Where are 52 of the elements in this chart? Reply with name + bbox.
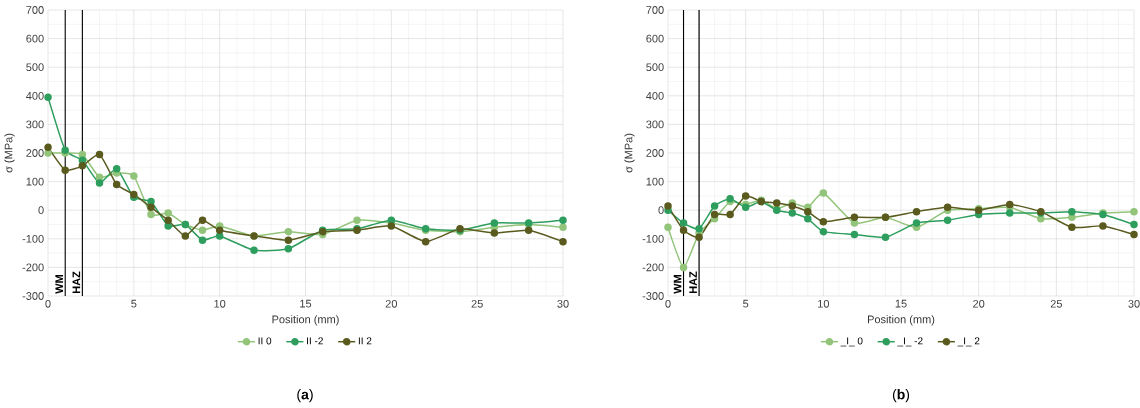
x-tick-label: 25: [1050, 299, 1062, 308]
y-tick-label: -300: [22, 292, 44, 300]
x-tick-label: 15: [300, 299, 312, 308]
legend-label: _I_ 2: [957, 337, 980, 347]
x-tick-label: 20: [973, 299, 985, 308]
y-tick-label: 400: [646, 91, 664, 100]
legend-label: II -2: [307, 337, 323, 345]
y-tick-label: 500: [646, 63, 664, 72]
y-tick-label: 400: [26, 91, 44, 100]
y-tick-label: 100: [26, 177, 44, 186]
x-tick-label: 30: [1128, 299, 1140, 308]
text: (a): [297, 389, 313, 403]
x-tick-label: 15: [895, 299, 907, 308]
legend-label: II 2: [358, 337, 372, 345]
y-tick-label: -100: [22, 234, 44, 243]
y-tick-label: 100: [646, 177, 664, 186]
x-tick-label: 30: [557, 299, 569, 308]
y-tick-label: -300: [642, 292, 664, 300]
y-tick-label: 200: [26, 149, 44, 157]
x-tick-label: 0: [45, 299, 51, 308]
y-tick-label: 600: [646, 34, 664, 43]
x-tick-label: 0: [665, 299, 671, 308]
ref-line-label: HAZ: [72, 271, 81, 294]
y-tick-label: 200: [646, 149, 664, 157]
y-tick-label: -200: [642, 263, 664, 272]
legend-label: _I_ 0: [840, 337, 863, 347]
x-tick-label: 5: [131, 299, 137, 308]
legend-label: _I_ -2: [897, 337, 923, 347]
legend-label: II 0: [258, 337, 272, 345]
text: (b): [892, 389, 910, 403]
x-axis-title: Position (mm): [868, 315, 935, 326]
y-tick-label: 600: [26, 34, 44, 43]
x-axis-title: Position (mm): [272, 315, 339, 326]
ref-line-label: WM: [55, 274, 63, 294]
x-tick-label: 10: [214, 299, 226, 308]
y-tick-label: 300: [26, 120, 44, 129]
y-axis-title: σ (MPa): [624, 133, 635, 173]
ref-line-label: HAZ: [689, 271, 697, 294]
y-tick-label: -100: [642, 234, 664, 243]
x-tick-label: 10: [818, 299, 830, 308]
y-tick-label: -200: [22, 263, 44, 272]
ref-line-label: WM: [673, 274, 682, 294]
x-tick-label: 20: [385, 299, 398, 308]
y-tick-label: 300: [646, 120, 664, 129]
x-tick-label: 5: [743, 299, 749, 308]
y-tick-label: 500: [26, 63, 44, 72]
y-tick-label: 700: [26, 6, 44, 14]
y-tick-label: 700: [646, 6, 664, 14]
y-axis-title: σ (MPa): [4, 133, 15, 173]
y-tick-label: 0: [658, 206, 664, 215]
y-tick-label: 0: [38, 206, 44, 215]
x-tick-label: 25: [471, 299, 483, 308]
